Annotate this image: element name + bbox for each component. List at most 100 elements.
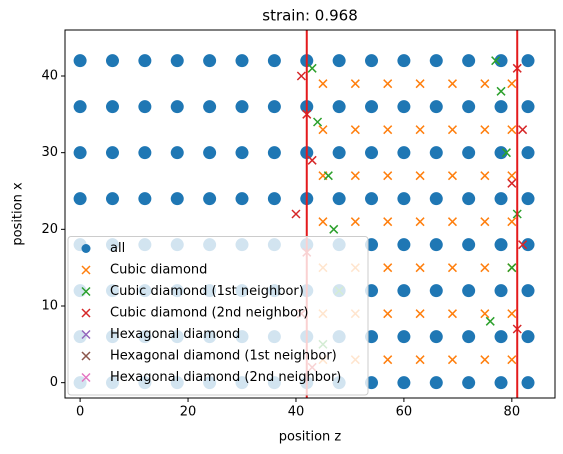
point <box>447 125 457 135</box>
point <box>429 284 443 298</box>
legend: all Cubic diamond Cubic diamond (1st neigh… <box>67 236 369 396</box>
point <box>73 192 87 206</box>
point <box>203 192 217 206</box>
point <box>494 54 508 68</box>
point <box>383 125 393 135</box>
point <box>383 217 393 227</box>
point <box>447 217 457 227</box>
legend-box <box>67 236 369 396</box>
point <box>480 125 490 135</box>
point <box>494 330 508 344</box>
legend-marker <box>81 372 91 383</box>
point <box>507 125 517 135</box>
point <box>507 355 517 365</box>
legend-marker <box>81 244 91 253</box>
point <box>318 217 328 227</box>
point <box>480 263 490 273</box>
point <box>447 309 457 319</box>
point <box>365 192 379 206</box>
point <box>494 192 508 206</box>
point <box>494 284 508 298</box>
point <box>415 125 425 135</box>
point <box>494 146 508 160</box>
point <box>397 284 411 298</box>
point <box>296 71 306 81</box>
point <box>235 146 249 160</box>
point <box>105 54 119 68</box>
point <box>235 100 249 114</box>
point <box>203 100 217 114</box>
point <box>429 54 443 68</box>
point <box>332 146 346 160</box>
point <box>462 330 476 344</box>
point <box>462 100 476 114</box>
point <box>447 171 457 181</box>
point <box>397 100 411 114</box>
point <box>480 79 490 89</box>
point <box>313 117 323 127</box>
point <box>507 309 517 319</box>
point <box>170 100 184 114</box>
point <box>318 79 328 89</box>
point <box>462 376 476 390</box>
point <box>462 284 476 298</box>
y-axis-label: position x <box>11 182 26 246</box>
point <box>429 238 443 252</box>
point <box>73 100 87 114</box>
point <box>480 309 490 319</box>
point <box>138 192 152 206</box>
legend-label: Cubic diamond (2nd neighbor) <box>110 306 308 321</box>
point <box>447 263 457 273</box>
point <box>365 146 379 160</box>
legend-marker <box>81 265 91 275</box>
legend-marker <box>81 286 91 297</box>
legend-label: Cubic diamond <box>110 263 207 278</box>
point <box>462 238 476 252</box>
point <box>350 79 360 89</box>
legend-label: Hexagonal diamond (2nd neighbor) <box>110 370 341 385</box>
x-axis-label: position z <box>279 430 342 445</box>
point <box>332 192 346 206</box>
y-tick-label: 10 <box>41 299 58 314</box>
point <box>138 100 152 114</box>
y-tick-label: 20 <box>41 222 58 237</box>
point <box>491 56 501 66</box>
point <box>397 54 411 68</box>
point <box>494 238 508 252</box>
point <box>383 309 393 319</box>
point <box>521 330 535 344</box>
point <box>267 100 281 114</box>
point <box>507 263 517 273</box>
x-tick-label: 80 <box>504 405 521 420</box>
point <box>480 171 490 181</box>
point <box>397 238 411 252</box>
point <box>397 192 411 206</box>
point <box>429 146 443 160</box>
point <box>138 146 152 160</box>
x-tick-label: 0 <box>76 405 84 420</box>
point <box>332 100 346 114</box>
point <box>170 146 184 160</box>
point <box>350 171 360 181</box>
point <box>429 192 443 206</box>
point <box>307 155 317 165</box>
point <box>105 192 119 206</box>
point <box>73 54 87 68</box>
point <box>383 79 393 89</box>
point <box>447 79 457 89</box>
point <box>415 217 425 227</box>
point <box>494 376 508 390</box>
point <box>105 146 119 160</box>
point <box>521 376 535 390</box>
point <box>496 86 506 96</box>
chart-title: strain: 0.968 <box>262 7 358 25</box>
legend-label: Hexagonal diamond (1st neighbor) <box>110 349 337 364</box>
x-tick-label: 60 <box>396 405 413 420</box>
point <box>521 146 535 160</box>
point <box>267 192 281 206</box>
point <box>383 263 393 273</box>
point <box>415 79 425 89</box>
point <box>429 376 443 390</box>
y-tick-label: 40 <box>41 69 58 84</box>
point <box>318 125 328 135</box>
